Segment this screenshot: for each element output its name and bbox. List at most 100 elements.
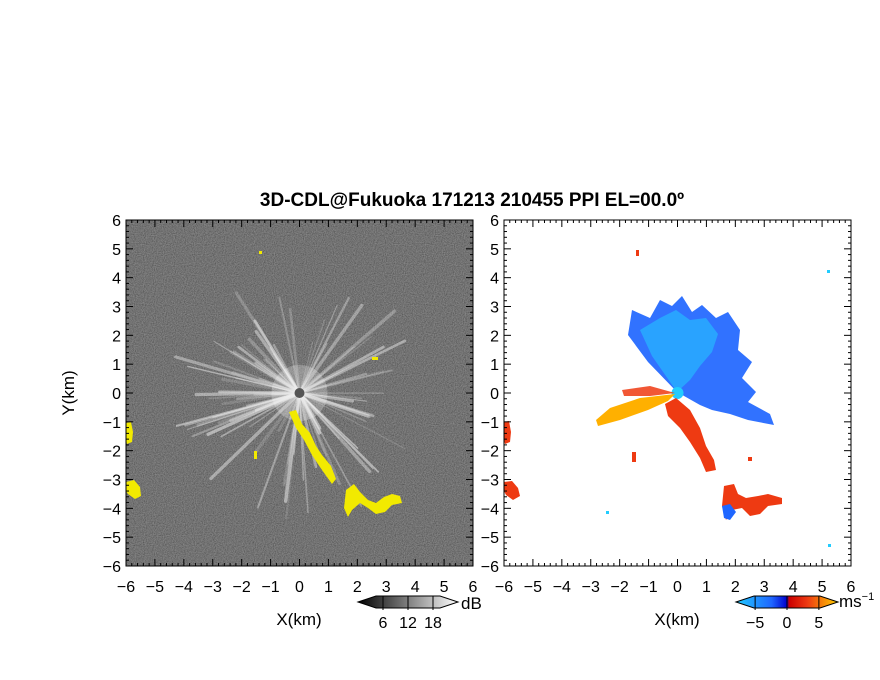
x-tick-label: 4 xyxy=(411,579,420,596)
reflectivity-colorbar-unit: dB xyxy=(461,594,482,613)
reflectivity-ray xyxy=(258,377,301,394)
reflectivity-ray xyxy=(262,358,301,394)
y-tick-label: −4 xyxy=(481,501,499,518)
reflectivity-ray xyxy=(288,307,301,395)
x-tick-label: −6 xyxy=(495,579,513,596)
x-tick-label: −5 xyxy=(146,579,164,596)
reflectivity-ray xyxy=(298,345,385,395)
y-tick-label: 2 xyxy=(112,328,121,345)
reflectivity-ray xyxy=(298,392,309,514)
reflectivity-ray xyxy=(278,296,301,394)
reflectivity-ray xyxy=(298,372,368,395)
reflectivity-ray xyxy=(297,309,397,395)
reflectivity-ray xyxy=(298,296,350,395)
velocity-colorbar-unit: ms−1 xyxy=(839,591,874,611)
velocity-dot-4 xyxy=(606,511,609,514)
chart-title: 3D-CDL@Fukuoka 171213 210455 PPI EL=00.0… xyxy=(260,190,684,211)
reflectivity-ticks xyxy=(125,219,474,567)
velocity-dot-2 xyxy=(632,452,636,462)
colorbar-tick-label: −5 xyxy=(746,615,764,632)
x-tick-label: −6 xyxy=(117,579,135,596)
echo-dot-2 xyxy=(254,451,257,459)
reflectivity-ray xyxy=(298,304,338,394)
reflectivity-ray xyxy=(298,370,385,394)
reflectivity-ray xyxy=(298,369,393,394)
x-tick-label: 5 xyxy=(818,579,827,596)
colorbar-tick-label: 18 xyxy=(424,615,442,632)
y-tick-label: −3 xyxy=(481,473,499,490)
y-tick-label: −5 xyxy=(103,530,121,547)
velocity-field xyxy=(504,250,831,547)
reflectivity-ray xyxy=(245,392,301,407)
reflectivity-ray xyxy=(269,347,301,394)
reflectivity-ray xyxy=(298,392,368,402)
velocity-dot-3 xyxy=(827,270,830,273)
velocity-x-tick-labels: −6 −5 −4 −3 −2 −1 0 1 2 3 4 5 6 xyxy=(495,579,856,596)
y-axis-label: Y(km) xyxy=(59,370,78,415)
velocity-blob-left-2 xyxy=(504,481,520,500)
velocity-blob-left-1 xyxy=(504,421,511,444)
velocity-origin xyxy=(671,387,684,399)
velocity-negative-core xyxy=(640,310,718,392)
y-tick-label: −2 xyxy=(481,444,499,461)
y-tick-label: 0 xyxy=(490,386,499,403)
reflectivity-ray xyxy=(298,392,406,450)
reflectivity-ray xyxy=(264,358,301,394)
y-tick-label: 3 xyxy=(490,300,499,317)
y-tick-label: 1 xyxy=(490,357,499,374)
reflectivity-ray xyxy=(221,377,302,395)
x-tick-label: −3 xyxy=(582,579,600,596)
reflectivity-ray xyxy=(249,392,301,428)
reflectivity-ray xyxy=(298,392,374,470)
reflectivity-ray xyxy=(232,350,301,395)
x-tick-label: 0 xyxy=(673,579,682,596)
reflectivity-ray xyxy=(241,344,301,394)
reflectivity-ray xyxy=(298,336,372,394)
reflectivity-ray xyxy=(298,346,355,394)
y-tick-label: −1 xyxy=(481,415,499,432)
colorbar-tick-label: 5 xyxy=(814,615,823,632)
reflectivity-ray xyxy=(206,391,302,436)
x-tick-label: 6 xyxy=(469,579,478,596)
reflectivity-ray xyxy=(255,391,302,453)
x-tick-label: −4 xyxy=(553,579,571,596)
reflectivity-ray xyxy=(298,392,363,400)
reflectivity-colorbar: 6 12 18 dB xyxy=(356,594,482,632)
reflectivity-colorbar-ticks: 6 12 18 xyxy=(379,596,442,632)
reflectivity-y-tick-labels: 6 5 4 3 2 1 0 −1 −2 −3 −4 −5 −6 xyxy=(103,213,121,576)
reflectivity-ray xyxy=(298,392,305,481)
y-tick-label: −3 xyxy=(103,473,121,490)
velocity-positive-tail xyxy=(722,484,782,520)
reflectivity-ray xyxy=(235,377,301,394)
reflectivity-ray xyxy=(187,365,301,394)
x-tick-label: −3 xyxy=(204,579,222,596)
reflectivity-ray xyxy=(237,345,301,395)
reflectivity-ray xyxy=(253,319,301,395)
reflectivity-echo xyxy=(126,251,402,517)
reflectivity-ray xyxy=(298,319,326,394)
velocity-x-axis-label: X(km) xyxy=(654,610,699,629)
reflectivity-ray xyxy=(231,371,301,395)
x-tick-label: 6 xyxy=(847,579,856,596)
reflectivity-ray xyxy=(277,391,301,432)
reflectivity-ray xyxy=(212,392,301,419)
velocity-colorbar-unit-base: ms xyxy=(839,592,862,611)
radar-origin xyxy=(294,388,305,398)
colorbar-tick-label: 12 xyxy=(399,615,417,632)
velocity-colorbar-unit-exp: −1 xyxy=(862,591,875,603)
x-tick-label: 2 xyxy=(353,579,362,596)
x-tick-label: 3 xyxy=(760,579,769,596)
reflectivity-ray xyxy=(186,392,301,431)
velocity-dot-1 xyxy=(636,250,639,256)
x-tick-label: −4 xyxy=(175,579,193,596)
y-tick-label: 5 xyxy=(112,242,121,259)
reflectivity-ray xyxy=(297,391,372,474)
y-tick-label: 6 xyxy=(112,213,121,230)
reflectivity-ray xyxy=(298,391,355,403)
reflectivity-ray xyxy=(254,361,301,395)
echo-dot-1 xyxy=(372,357,378,360)
reflectivity-x-tick-labels: −6 −5 −4 −3 −2 −1 0 1 2 3 4 5 6 xyxy=(117,579,478,596)
reflectivity-ray xyxy=(282,391,301,486)
echo-streak-tail xyxy=(344,484,402,517)
x-tick-label: −2 xyxy=(233,579,251,596)
